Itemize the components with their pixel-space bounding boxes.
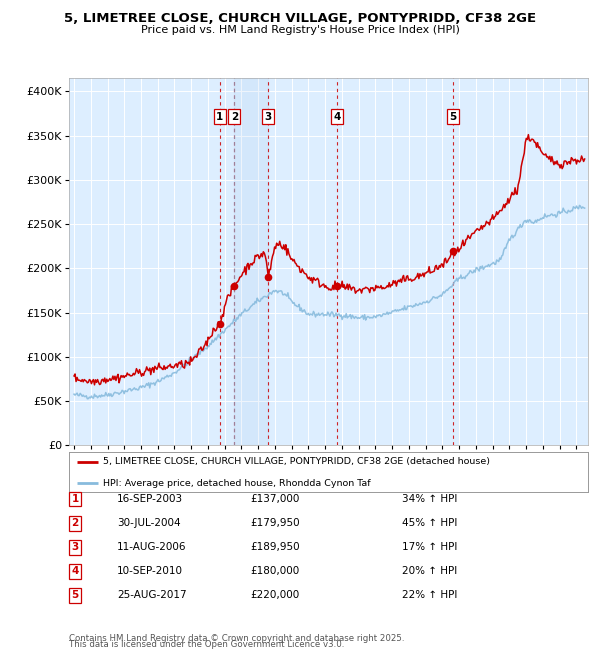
Text: £137,000: £137,000: [251, 494, 300, 504]
Text: 20% ↑ HPI: 20% ↑ HPI: [402, 566, 457, 577]
Text: £189,950: £189,950: [250, 542, 300, 552]
Text: 45% ↑ HPI: 45% ↑ HPI: [402, 518, 457, 528]
Text: 3: 3: [265, 112, 272, 122]
Text: 34% ↑ HPI: 34% ↑ HPI: [402, 494, 457, 504]
Text: 1: 1: [216, 112, 223, 122]
Text: 5: 5: [71, 590, 79, 601]
Bar: [235, 78, 268, 445]
Text: 22% ↑ HPI: 22% ↑ HPI: [402, 590, 457, 601]
Text: 10-SEP-2010: 10-SEP-2010: [117, 566, 183, 577]
Text: HPI: Average price, detached house, Rhondda Cynon Taf: HPI: Average price, detached house, Rhon…: [103, 478, 370, 488]
Text: 16-SEP-2003: 16-SEP-2003: [117, 494, 183, 504]
Text: £220,000: £220,000: [251, 590, 300, 601]
Text: 4: 4: [71, 566, 79, 577]
Text: 17% ↑ HPI: 17% ↑ HPI: [402, 542, 457, 552]
Text: 3: 3: [71, 542, 79, 552]
Text: 4: 4: [333, 112, 340, 122]
Text: 5: 5: [449, 112, 457, 122]
Text: 1: 1: [71, 494, 79, 504]
Text: £179,950: £179,950: [250, 518, 300, 528]
Text: 11-AUG-2006: 11-AUG-2006: [117, 542, 187, 552]
Text: Price paid vs. HM Land Registry's House Price Index (HPI): Price paid vs. HM Land Registry's House …: [140, 25, 460, 34]
Text: 5, LIMETREE CLOSE, CHURCH VILLAGE, PONTYPRIDD, CF38 2GE: 5, LIMETREE CLOSE, CHURCH VILLAGE, PONTY…: [64, 12, 536, 25]
Text: 2: 2: [231, 112, 238, 122]
Text: Contains HM Land Registry data © Crown copyright and database right 2025.: Contains HM Land Registry data © Crown c…: [69, 634, 404, 643]
Text: This data is licensed under the Open Government Licence v3.0.: This data is licensed under the Open Gov…: [69, 640, 344, 649]
Text: 30-JUL-2004: 30-JUL-2004: [117, 518, 181, 528]
Text: 25-AUG-2017: 25-AUG-2017: [117, 590, 187, 601]
Text: 2: 2: [71, 518, 79, 528]
Text: 5, LIMETREE CLOSE, CHURCH VILLAGE, PONTYPRIDD, CF38 2GE (detached house): 5, LIMETREE CLOSE, CHURCH VILLAGE, PONTY…: [103, 458, 490, 466]
Text: £180,000: £180,000: [251, 566, 300, 577]
